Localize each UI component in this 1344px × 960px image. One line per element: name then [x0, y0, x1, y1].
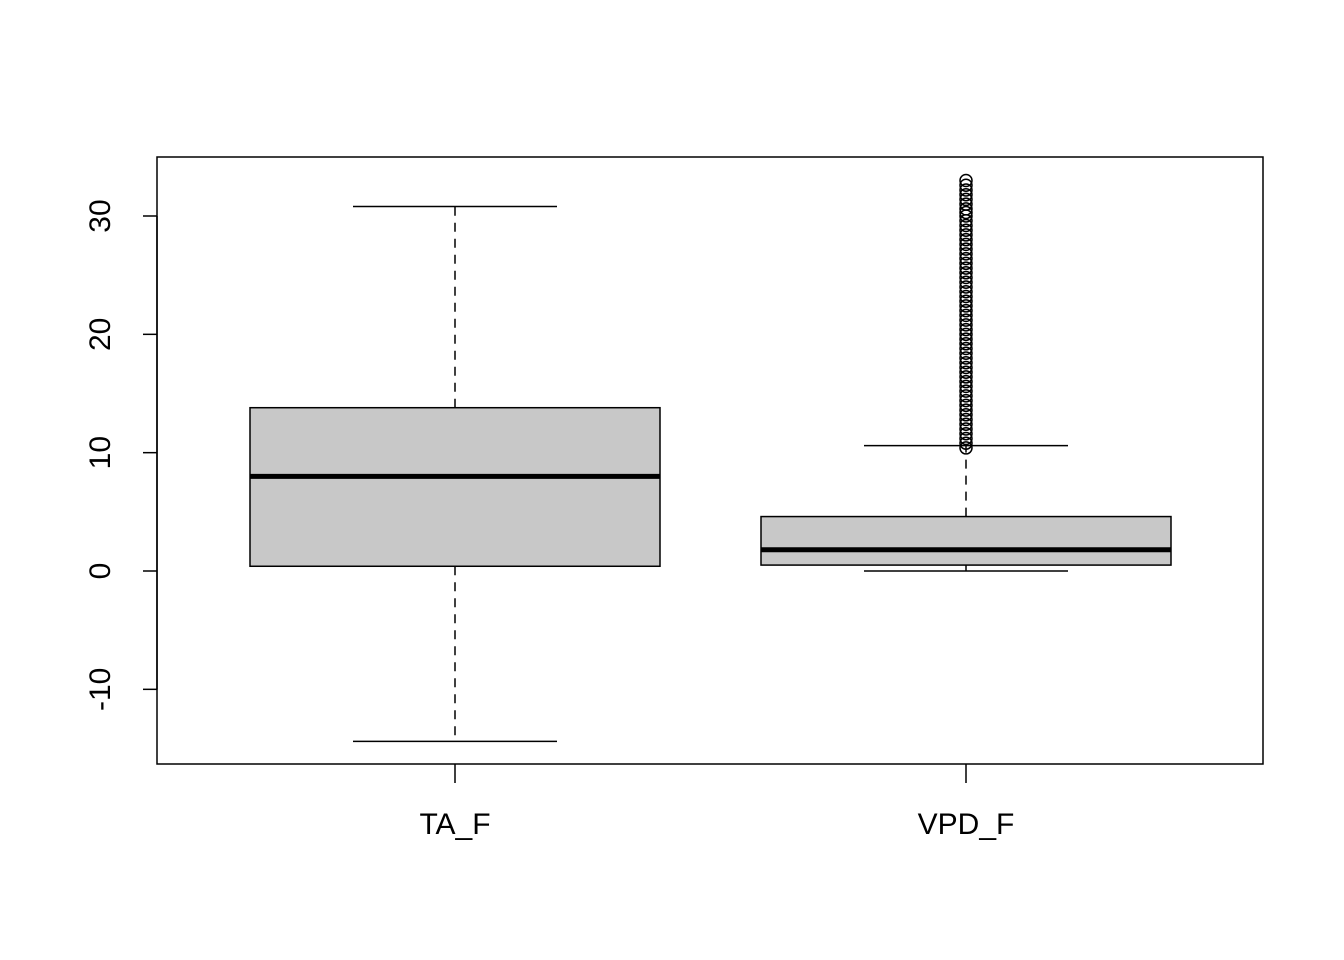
outlier-point: [959, 322, 973, 337]
outlier-point: [959, 202, 973, 216]
outlier-point: [959, 422, 973, 436]
outlier-point: [959, 431, 973, 446]
outlier-point: [959, 379, 973, 394]
outlier-point: [959, 417, 973, 432]
outlier-point: [959, 261, 973, 275]
box-TA_F: [249, 205, 661, 743]
outlier-point: [959, 218, 973, 233]
y-axis: -10 0 10 20 30: [84, 199, 158, 711]
y-tick-label: 10: [84, 436, 117, 469]
outlier-point: [959, 370, 973, 384]
outlier-point: [959, 251, 973, 266]
y-tick-label: 20: [84, 318, 117, 351]
outlier-point: [959, 197, 973, 211]
outlier-point: [959, 173, 973, 188]
outlier-point: [959, 346, 973, 361]
outlier-point: [959, 232, 973, 247]
outlier-point: [959, 398, 973, 413]
outlier-point: [959, 280, 973, 294]
outlier-point: [959, 308, 973, 323]
outlier-point: [959, 256, 973, 271]
outlier-point: [959, 436, 973, 450]
outlier-point: [959, 327, 973, 342]
outlier-point: [959, 242, 973, 256]
outlier-point: [959, 303, 973, 318]
outlier-point: [959, 426, 973, 441]
outlier-point: [959, 355, 973, 370]
outlier-point: [959, 389, 973, 403]
iqr-box: [760, 515, 1172, 566]
outlier-point: [959, 441, 973, 455]
outlier-point: [959, 403, 973, 417]
x-tick-label: TA_F: [419, 808, 490, 841]
outlier-point: [959, 187, 973, 202]
outlier-point: [959, 299, 973, 313]
outlier-point: [959, 228, 973, 242]
y-tick-label: -10: [84, 668, 117, 711]
iqr-box: [249, 406, 661, 568]
x-tick-label: VPD_F: [918, 808, 1015, 841]
outlier-point: [959, 275, 973, 290]
outlier-point: [959, 178, 973, 192]
outlier-point: [959, 237, 973, 252]
outlier-point: [959, 332, 973, 346]
outlier-point: [959, 247, 973, 261]
outlier-point: [959, 337, 973, 351]
outlier-point: [959, 289, 973, 304]
outlier-point: [959, 313, 973, 327]
outlier-point: [959, 205, 973, 220]
x-axis: TA_F VPD_F: [419, 764, 1014, 841]
outlier-point: [959, 365, 973, 379]
boxes-group: [249, 173, 1172, 743]
outlier-point: [959, 360, 973, 375]
outlier-point: [959, 393, 973, 408]
y-tick-label: 0: [84, 563, 117, 580]
outlier-point: [959, 351, 973, 365]
outlier-point: [959, 384, 973, 398]
outlier-point: [959, 223, 973, 237]
outlier-point: [959, 408, 973, 422]
outlier-point: [959, 270, 973, 285]
box-VPD_F: [760, 173, 1172, 572]
outlier-point: [959, 284, 973, 299]
outlier-point: [959, 294, 973, 308]
outlier-point: [959, 318, 973, 332]
outlier-point: [959, 341, 973, 356]
outlier-point: [959, 192, 973, 207]
outlier-point: [959, 266, 973, 280]
outlier-point: [959, 183, 973, 197]
y-tick-label: 30: [84, 199, 117, 232]
outlier-point: [959, 412, 973, 427]
outlier-point: [959, 374, 973, 389]
